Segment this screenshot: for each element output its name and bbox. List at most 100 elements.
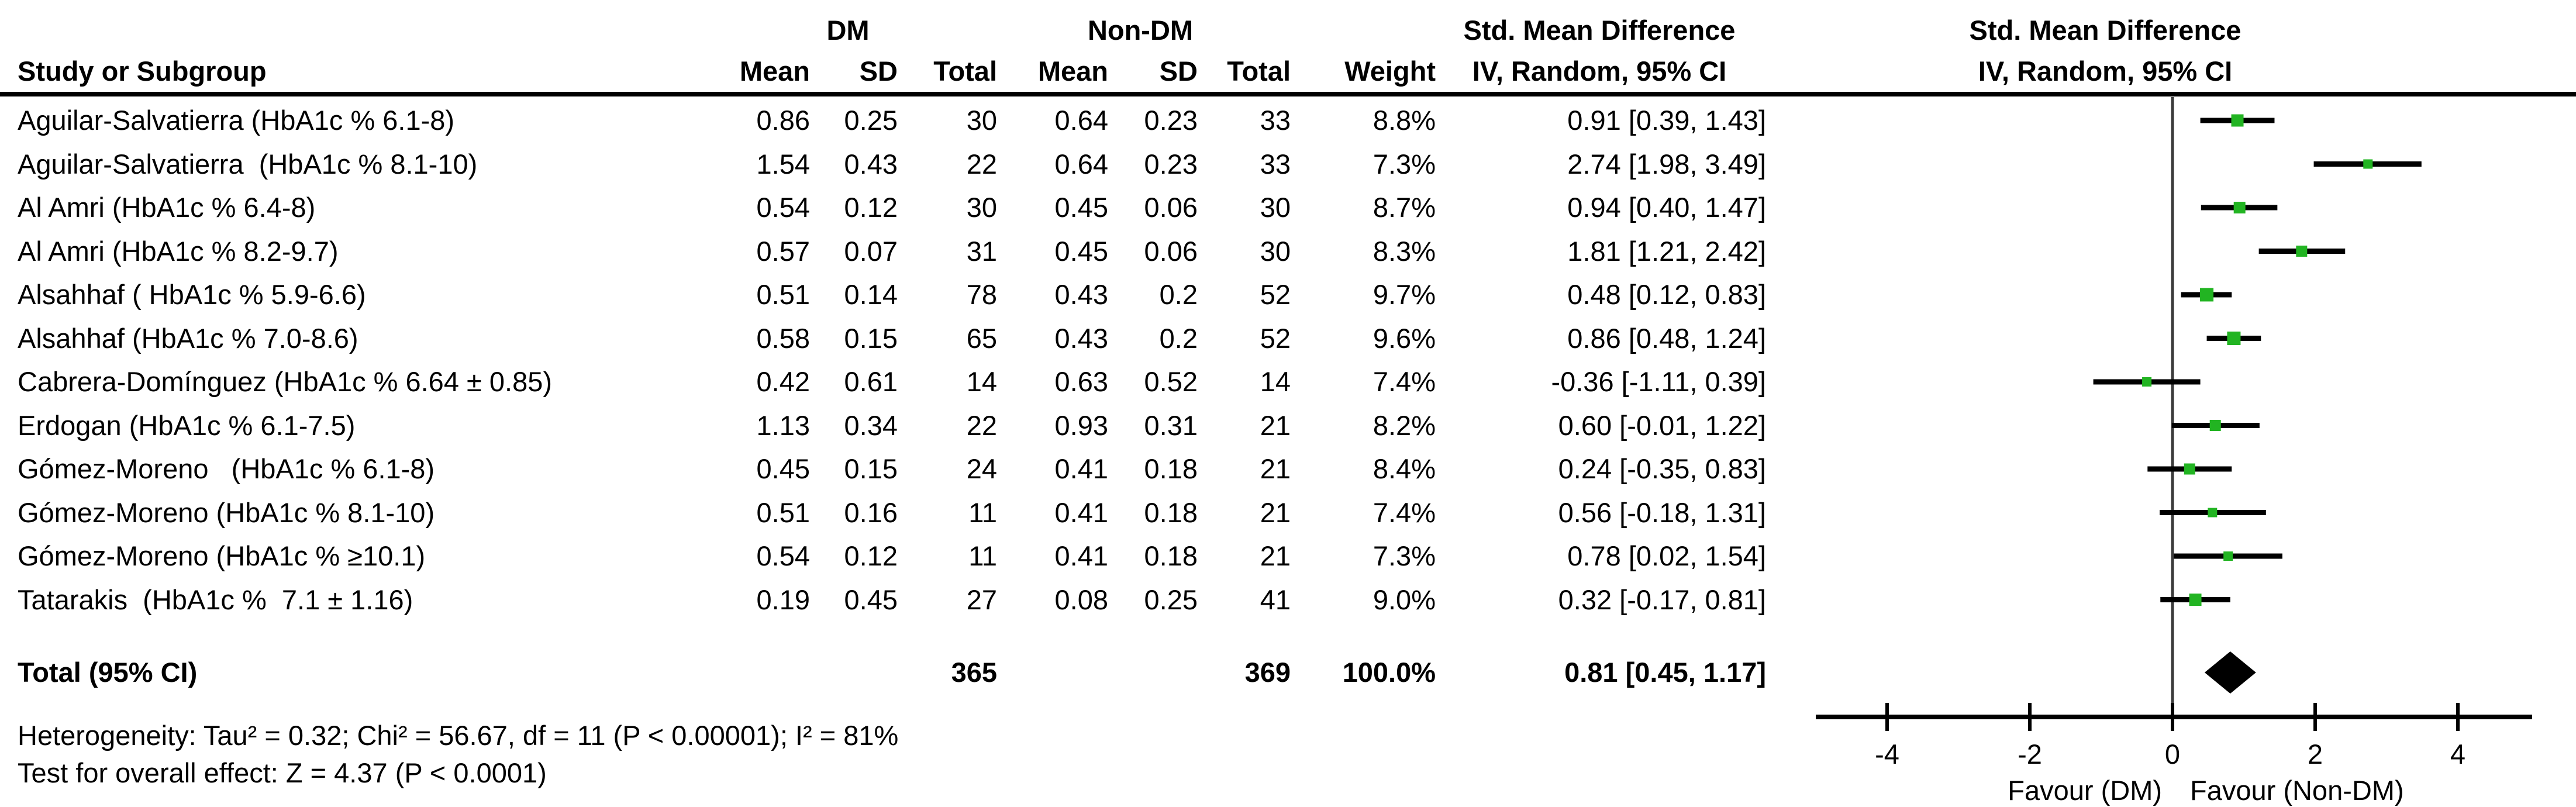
- favour-left-label: Favour (DM): [2008, 775, 2162, 806]
- effect-marker: [2189, 594, 2202, 606]
- study-sd-dm: 0.07: [844, 235, 898, 267]
- total-events-dm: 365: [951, 657, 997, 688]
- study-mean-dm: 0.42: [756, 366, 810, 397]
- study-weight: 8.2%: [1373, 409, 1436, 441]
- study-sd-dm: 0.14: [844, 279, 898, 310]
- study-total-dm: 11: [968, 540, 997, 571]
- col-header-total-dm: Total: [933, 56, 997, 87]
- study-name: Aguilar-Salvatierra (HbA1c % 8.1-10): [18, 148, 478, 180]
- study-total-nondm: 52: [1260, 322, 1291, 354]
- study-total-nondm: 33: [1260, 148, 1291, 180]
- study-total-nondm: 21: [1260, 453, 1291, 484]
- study-total-dm: 24: [966, 453, 997, 484]
- study-ci-text: 0.91 [0.39, 1.43]: [1567, 105, 1766, 136]
- effect-marker: [2200, 288, 2214, 302]
- col-header-weight: Weight: [1344, 56, 1436, 87]
- study-weight: 8.7%: [1373, 192, 1436, 223]
- effect-marker: [2208, 508, 2218, 518]
- study-sd-dm: 0.45: [844, 584, 898, 615]
- study-weight: 7.4%: [1373, 496, 1436, 528]
- study-sd-dm: 0.12: [844, 192, 898, 223]
- study-weight: 7.3%: [1373, 540, 1436, 571]
- study-name: Alsahhaf ( HbA1c % 5.9-6.6): [18, 279, 366, 310]
- study-total-dm: 65: [966, 322, 997, 354]
- study-mean-nondm: 0.08: [1054, 584, 1108, 615]
- effect-marker: [2231, 114, 2244, 127]
- x-axis-tick-label: 2: [2308, 739, 2323, 770]
- study-mean-dm: 0.86: [756, 105, 810, 136]
- study-sd-nondm: 0.2: [1159, 322, 1198, 354]
- study-ci-text: 0.94 [0.40, 1.47]: [1567, 192, 1766, 223]
- study-name: Erdogan (HbA1c % 6.1-7.5): [18, 409, 356, 441]
- study-mean-dm: 0.51: [756, 496, 810, 528]
- study-mean-dm: 1.13: [756, 409, 810, 441]
- effect-marker: [2233, 202, 2246, 213]
- study-sd-nondm: 0.25: [1144, 584, 1198, 615]
- study-mean-dm: 0.45: [756, 453, 810, 484]
- study-sd-dm: 0.34: [844, 409, 898, 441]
- study-sd-dm: 0.16: [844, 496, 898, 528]
- study-mean-dm: 0.19: [756, 584, 810, 615]
- effect-marker: [2363, 159, 2373, 169]
- effect-marker: [2142, 377, 2152, 387]
- study-mean-dm: 0.54: [756, 192, 810, 223]
- study-ci-text: 0.78 [0.02, 1.54]: [1567, 540, 1766, 571]
- study-weight: 9.7%: [1373, 279, 1436, 310]
- study-ci-text: 0.48 [0.12, 0.83]: [1567, 279, 1766, 310]
- study-row: Alsahhaf ( HbA1c % 5.9-6.6) 0.51 0.14 78 0.4…: [0, 273, 2576, 316]
- study-name: Aguilar-Salvatierra (HbA1c % 6.1-8): [18, 105, 455, 136]
- total-label: Total (95% CI): [18, 657, 198, 688]
- effect-marker: [2184, 463, 2195, 475]
- group-header-non-dm: Non-DM: [1087, 15, 1194, 46]
- study-row: Al Amri (HbA1c % 8.2-9.7) 0.57 0.07 31 0.45 0…: [0, 230, 2576, 273]
- study-ci-text: 0.60 [-0.01, 1.22]: [1558, 409, 1766, 441]
- study-mean-nondm: 0.43: [1054, 279, 1108, 310]
- study-total-nondm: 21: [1260, 496, 1291, 528]
- study-total-nondm: 30: [1260, 235, 1291, 267]
- study-name: Gómez-Moreno (HbA1c % 8.1-10): [18, 496, 435, 528]
- x-axis-tick-label: 0: [2165, 739, 2180, 770]
- study-sd-nondm: 0.18: [1144, 453, 1198, 484]
- study-ci-text: 1.81 [1.21, 2.42]: [1567, 235, 1766, 267]
- study-row: Gómez-Moreno (HbA1c % 6.1-8) 0.45 0.15 24 0.…: [0, 447, 2576, 491]
- favour-right-label: Favour (Non-DM): [2190, 775, 2404, 806]
- study-mean-nondm: 0.64: [1054, 105, 1108, 136]
- study-row: Tatarakis (HbA1c % 7.1 ± 1.16) 0.19 0.45 27…: [0, 578, 2576, 622]
- study-mean-dm: 0.54: [756, 540, 810, 571]
- study-ci-text: 2.74 [1.98, 3.49]: [1567, 148, 1766, 180]
- study-ci-text: 0.24 [-0.35, 0.83]: [1558, 453, 1766, 484]
- effect-marker: [2296, 246, 2308, 257]
- study-sd-nondm: 0.18: [1144, 540, 1198, 571]
- header-divider-line: [0, 92, 2576, 96]
- col-header-mean-dm: Mean: [739, 56, 810, 87]
- study-total-nondm: 21: [1260, 409, 1291, 441]
- plot-title: Std. Mean Difference: [1969, 15, 2242, 46]
- study-sd-nondm: 0.31: [1144, 409, 1198, 441]
- study-mean-nondm: 0.64: [1054, 148, 1108, 180]
- study-total-nondm: 14: [1260, 366, 1291, 397]
- col-header-plot-ci: IV, Random, 95% CI: [1978, 56, 2233, 87]
- study-total-dm: 30: [966, 192, 997, 223]
- effect-marker: [2223, 551, 2233, 561]
- study-mean-dm: 0.51: [756, 279, 810, 310]
- study-mean-nondm: 0.63: [1054, 366, 1108, 397]
- study-name: Gómez-Moreno (HbA1c % ≥10.1): [18, 540, 426, 571]
- study-mean-nondm: 0.45: [1054, 192, 1108, 223]
- study-mean-nondm: 0.43: [1054, 322, 1108, 354]
- study-mean-nondm: 0.93: [1054, 409, 1108, 441]
- study-sd-nondm: 0.23: [1144, 105, 1198, 136]
- study-mean-dm: 0.57: [756, 235, 810, 267]
- study-ci-text: 0.32 [-0.17, 0.81]: [1558, 584, 1766, 615]
- x-axis-tick-label: -2: [2018, 739, 2042, 770]
- study-sd-nondm: 0.23: [1144, 148, 1198, 180]
- study-row: Alsahhaf (HbA1c % 7.0-8.6) 0.58 0.15 65 0.43…: [0, 317, 2576, 360]
- study-ci-text: -0.36 [-1.11, 0.39]: [1551, 366, 1766, 397]
- study-name: Al Amri (HbA1c % 8.2-9.7): [18, 235, 339, 267]
- study-row: Cabrera-Domínguez (HbA1c % 6.64 ± 0.85) 0…: [0, 360, 2576, 403]
- total-row: Total (95% CI) 365 369 100.0% 0.81 [0.45…: [0, 651, 2576, 694]
- study-total-nondm: 33: [1260, 105, 1291, 136]
- col-header-effect-ci: IV, Random, 95% CI: [1472, 56, 1727, 87]
- total-events-nondm: 369: [1244, 657, 1291, 688]
- study-weight: 7.4%: [1373, 366, 1436, 397]
